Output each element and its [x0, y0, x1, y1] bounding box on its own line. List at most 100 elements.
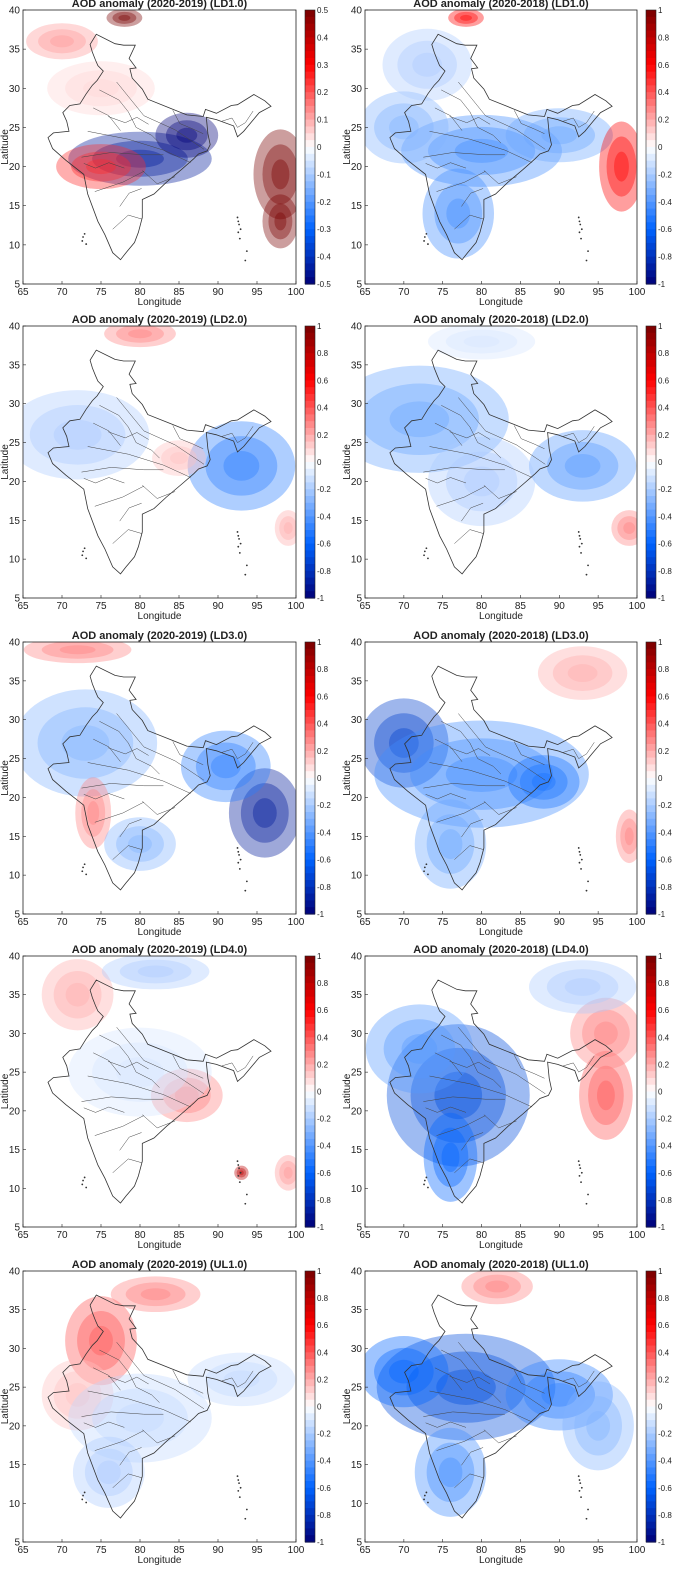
island-marker: [585, 1202, 588, 1205]
x-tick-label: 70: [56, 287, 68, 298]
island-marker: [237, 220, 240, 223]
colorbar-tick-label: 0.6: [658, 376, 670, 385]
colorbar-segment: [646, 1399, 656, 1408]
plot-frame: [22, 955, 297, 1228]
colorbar-segment: [305, 1186, 315, 1194]
colorbar-tick-label: -0.2: [317, 801, 331, 810]
y-tick-label: 20: [351, 1106, 363, 1117]
colorbar-tick-label: 0.4: [317, 1348, 329, 1357]
colorbar-segment: [646, 222, 656, 230]
island-marker: [239, 1171, 242, 1174]
anomaly-patch: [116, 1403, 164, 1433]
colorbar-segment: [646, 99, 656, 107]
colorbar-segment: [305, 1179, 315, 1187]
colorbar-tick-label: -0.8: [317, 567, 331, 576]
colorbar-segment: [646, 1044, 656, 1052]
colorbar-segment: [646, 682, 656, 691]
colorbar-segment: [305, 1304, 315, 1313]
state-boundary: [221, 110, 254, 128]
island-marker: [236, 1475, 239, 1478]
colorbar-segment: [646, 277, 656, 285]
y-tick-label: 5: [356, 594, 362, 605]
colorbar-segment: [646, 509, 656, 517]
x-tick-label: 75: [437, 287, 449, 298]
island-marker: [425, 1176, 428, 1179]
colorbar-segment: [646, 1003, 656, 1011]
anomaly-patch: [586, 1411, 611, 1441]
colorbar-segment: [646, 655, 656, 663]
y-tick-label: 30: [351, 84, 363, 95]
colorbar-segment: [305, 591, 315, 599]
anomaly-patch: [438, 829, 463, 859]
x-tick-label: 90: [554, 1230, 566, 1241]
anomaly-field: [365, 1271, 634, 1517]
colorbar-segment: [305, 236, 315, 244]
island-marker: [236, 847, 239, 849]
colorbar-segment: [305, 71, 315, 80]
y-axis-label: Latitude: [0, 1388, 11, 1424]
anomaly-patch: [240, 783, 289, 843]
island-marker: [423, 866, 426, 869]
colorbar: 1 0.8 0.6 0.4 0.2 0 -0.2 -0.4 -0.6 -0.8 -1: [304, 322, 331, 603]
colorbar-segment: [305, 428, 315, 436]
colorbar-tick-label: -1: [658, 594, 666, 603]
anomaly-patch: [386, 1024, 530, 1167]
colorbar-segment: [646, 996, 656, 1005]
x-tick-label: 90: [212, 1230, 224, 1241]
colorbar-segment: [305, 167, 315, 175]
colorbar-tick-label: 0.2: [317, 747, 329, 756]
colorbar-segment: [305, 188, 315, 196]
anomaly-patch: [84, 1448, 133, 1497]
colorbar-tick-label: -0.6: [317, 540, 331, 549]
state-boundary: [434, 107, 463, 131]
island-marker: [239, 542, 242, 545]
anomaly-field: [26, 10, 296, 249]
colorbar-tick-label: 0.8: [317, 349, 329, 358]
colorbar-frame: [304, 9, 316, 285]
island-marker: [580, 1496, 582, 1498]
colorbar-segment: [646, 750, 656, 759]
island-marker: [245, 250, 248, 253]
colorbar-tick-label: -0.4: [317, 1142, 331, 1151]
state-boundary: [454, 1473, 484, 1488]
colorbar-segment: [646, 771, 656, 779]
colorbar-segment: [646, 1298, 656, 1306]
y-tick-label: 10: [9, 871, 21, 882]
anomaly-patch: [546, 442, 619, 490]
colorbar-segment: [305, 99, 315, 107]
state-boundary: [93, 1367, 121, 1391]
colorbar-segment: [305, 866, 315, 874]
y-tick-label: 30: [9, 1029, 21, 1040]
y-tick-label: 30: [351, 715, 363, 726]
state-boundary: [423, 1411, 505, 1417]
india-boundary: [47, 1294, 272, 1519]
colorbar-segment: [305, 570, 315, 579]
y-tick-label: 25: [351, 438, 363, 449]
state-boundary: [119, 502, 142, 522]
x-tick-label: 90: [554, 917, 566, 928]
island-marker: [577, 216, 580, 219]
y-tick-label: 15: [351, 1145, 363, 1156]
colorbar-segment: [646, 1077, 656, 1086]
x-tick-label: 65: [17, 1230, 29, 1241]
colorbar-segment: [646, 249, 656, 258]
colorbar-segment: [305, 1365, 315, 1374]
india-boundary: [389, 979, 613, 1204]
anomaly-patch: [41, 1359, 114, 1431]
colorbar-segment: [305, 989, 315, 998]
anomaly-patch: [365, 91, 449, 164]
y-tick-label: 15: [351, 832, 363, 843]
y-tick-label: 25: [9, 754, 21, 765]
colorbar-segment: [646, 1030, 656, 1038]
anomaly-patch: [59, 645, 96, 655]
colorbar-tick-label: 1: [317, 638, 322, 647]
colorbar-tick-label: 0: [658, 774, 663, 783]
x-tick-label: 80: [476, 287, 488, 298]
colorbar-segment: [646, 642, 656, 650]
anomaly-patch: [463, 335, 500, 348]
colorbar-segment: [646, 1159, 656, 1167]
colorbar-tick-label: -0.4: [317, 1457, 331, 1466]
state-boundary: [449, 431, 491, 440]
anomaly-patch: [68, 131, 212, 186]
state-boundary: [119, 1132, 142, 1151]
